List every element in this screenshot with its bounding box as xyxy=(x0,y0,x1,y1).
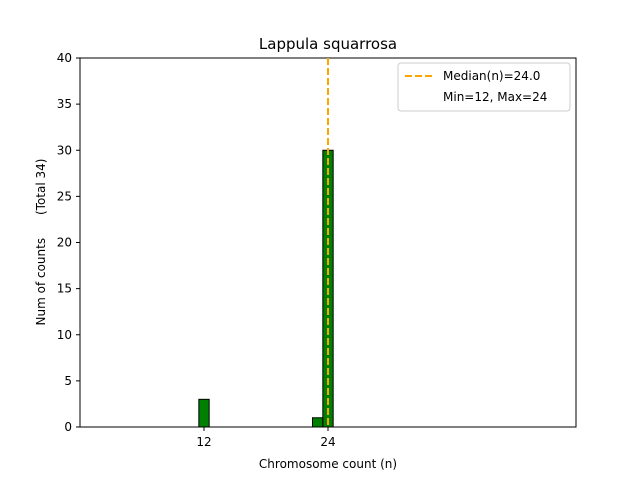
x-tick-label: 24 xyxy=(320,435,335,449)
y-tick-label: 10 xyxy=(57,328,72,342)
y-tick-label: 20 xyxy=(57,236,72,250)
x-axis-label: Chromosome count (n) xyxy=(259,457,397,471)
legend-box xyxy=(397,62,571,112)
bars-group xyxy=(121,149,380,428)
y-tick-label: 5 xyxy=(64,374,72,388)
legend: Median(n)=24.0 Min=12, Max=24 xyxy=(397,62,571,112)
y-tick-label: 35 xyxy=(57,97,72,111)
y-tick-label: 15 xyxy=(57,282,72,296)
legend-median-label: Median(n)=24.0 xyxy=(443,69,540,83)
y-tick-label: 0 xyxy=(64,420,72,434)
y-axis-label: Num of counts (Total 34) xyxy=(34,159,48,326)
y-tick-label: 40 xyxy=(57,51,72,65)
y-tick-label: 30 xyxy=(57,143,72,157)
bar xyxy=(198,398,210,428)
y-tick-label: 25 xyxy=(57,189,72,203)
chart-title: Lappula squarrosa xyxy=(259,35,397,53)
bar xyxy=(312,417,324,428)
x-tick-label: 12 xyxy=(196,435,211,449)
y-axis: 0 5 10 15 20 25 30 35 40 xyxy=(57,51,80,434)
legend-minmax-label: Min=12, Max=24 xyxy=(443,90,547,104)
x-axis: 12 24 xyxy=(196,427,336,449)
